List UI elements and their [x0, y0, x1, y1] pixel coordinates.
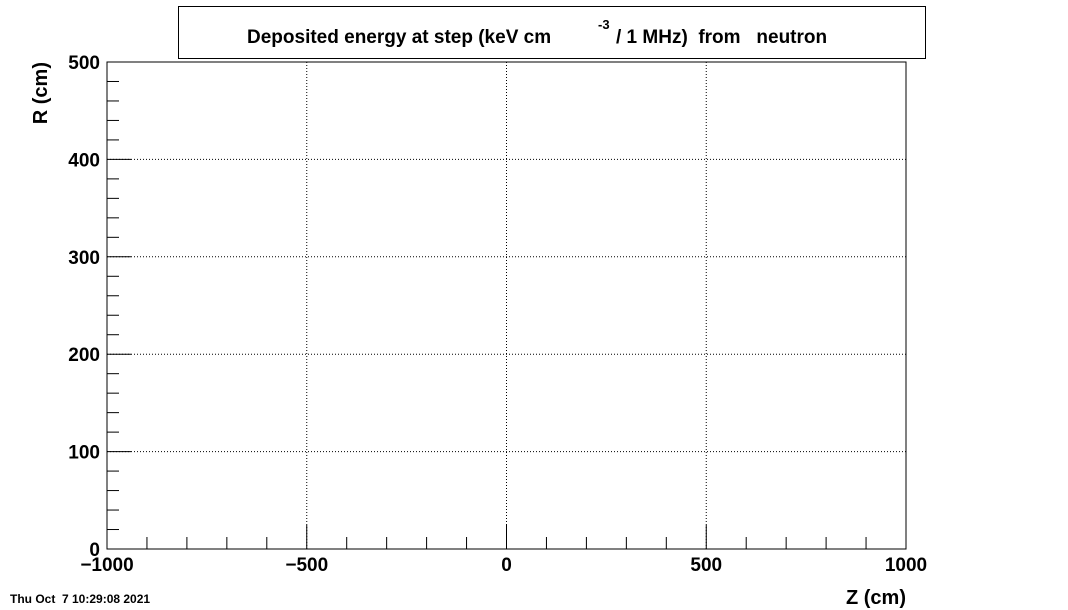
- chart-title-superscript: -3: [598, 17, 610, 32]
- y-tick-label: 300: [68, 248, 100, 269]
- x-tick-label: −1000: [80, 555, 133, 576]
- y-tick-label: 500: [68, 53, 100, 74]
- x-tick-label: 1000: [885, 555, 927, 576]
- y-tick-label: 100: [68, 443, 100, 464]
- chart-title-rest: / 1 MHz) from neutron: [616, 27, 827, 48]
- x-axis-title: Z (cm): [846, 587, 906, 609]
- y-axis-title: R (cm): [30, 62, 52, 124]
- y-tick-label: 400: [68, 150, 100, 171]
- title-box: [178, 6, 926, 59]
- x-tick-label: 0: [501, 555, 512, 576]
- y-tick-label: 0: [89, 540, 100, 561]
- datestamp: Thu Oct 7 10:29:08 2021: [10, 592, 150, 606]
- x-tick-label: −500: [285, 555, 328, 576]
- chart-title: Deposited energy at step (keV cm: [247, 27, 551, 48]
- y-tick-label: 200: [68, 345, 100, 366]
- x-tick-label: 500: [690, 555, 722, 576]
